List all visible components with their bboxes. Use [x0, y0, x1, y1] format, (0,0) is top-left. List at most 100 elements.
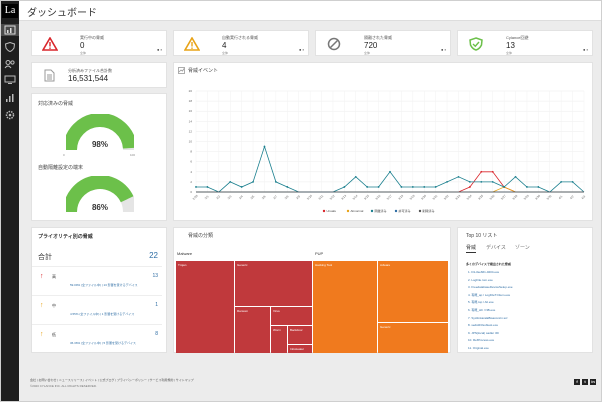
zones-nav-icon[interactable]: [4, 59, 16, 69]
footer-links[interactable]: 会社 | お問い合わせ | ニュースリリース | イベント | 公式ブログ | …: [30, 378, 194, 382]
copyright: ©2020 CYLANCE INC. ALL RIGHTS RESERVED.: [30, 384, 97, 388]
x-tick-label: 3/21: [431, 194, 438, 201]
auto-quarantine-gauge: [66, 176, 134, 213]
top10-item[interactable]: 5. 有概.top / Ali.exe: [468, 300, 494, 305]
treemap[interactable]: Trojan Generic Ransom Virus Worm Backdoo…: [174, 258, 452, 354]
x-tick-label: 3/10: [306, 194, 313, 201]
x-tick-label: 3/17: [386, 194, 393, 201]
x-tick-label: 3/28: [511, 194, 518, 201]
priority-count[interactable]: 13: [152, 273, 158, 279]
treemap-label: Trojan: [178, 263, 187, 267]
stat-value: 0: [80, 41, 85, 50]
settings-nav-icon[interactable]: [4, 110, 16, 120]
treemap-label: Generic: [237, 263, 248, 267]
top10-item[interactable]: 6. 有概_sth / NB.exe: [468, 307, 496, 312]
auto-quarantine-gauge-value: 86%: [91, 203, 108, 212]
pager-dots[interactable]: ● ▪: [441, 47, 446, 52]
data-point: [423, 186, 426, 188]
x-tick-label: 3/18: [397, 194, 404, 201]
pager-dots[interactable]: ● ▪: [583, 47, 588, 52]
x-tick-label: 3/14: [352, 194, 359, 201]
top10-item[interactable]: 10. RefProcess.exe: [468, 338, 495, 343]
stat-sub: 全体: [506, 51, 513, 55]
reports-nav-icon[interactable]: [4, 93, 16, 103]
data-point: [389, 170, 391, 173]
facebook-icon[interactable]: f: [574, 379, 580, 385]
x-tick-label: 4/1: [558, 194, 564, 200]
data-point: [274, 181, 277, 183]
threat-events-chart[interactable]: 0 2 4 6 8 10 12 14 16 18 20 2/28 3/1 3/2 3/3 3/4 3/5 3/6 3…: [174, 63, 594, 222]
treemap-label: Worm: [273, 328, 281, 332]
treemap-backdoor: [288, 326, 312, 344]
stat-card-quarantined-threats[interactable]: 隔離された脅威 720 全体 ● ▪: [315, 30, 451, 56]
treemap-label: Hacking Tool: [315, 263, 332, 267]
treemap-virus: [271, 307, 312, 325]
stat-label: 隔離された脅威: [364, 35, 392, 40]
top10-item[interactable]: 11. Original.exe: [468, 345, 489, 350]
data-point: [560, 181, 563, 183]
x-tick-label: 3/29: [523, 194, 530, 201]
document-icon: [44, 69, 55, 82]
twitter-icon[interactable]: t: [582, 379, 588, 385]
data-point: [354, 175, 357, 178]
tab-zones[interactable]: ゾーン: [515, 245, 530, 251]
x-tick-label: 3/27: [500, 194, 507, 201]
stat-sub: 全体: [364, 51, 371, 55]
stat-card-active-threats[interactable]: 実行中の脅威 0 全体 ● ▪: [31, 30, 167, 56]
top10-item[interactable]: 2. LogFile.rom.exe: [468, 277, 493, 282]
priority-total-label: 合計: [38, 254, 52, 261]
stat-card-auto-run-threats[interactable]: 自動実行される脅威 4 全体 ● ▪: [173, 30, 309, 56]
priority-count[interactable]: 1: [155, 302, 158, 308]
top10-item[interactable]: 9. JPN(local) sadler 3D: [468, 330, 499, 335]
tab-devices[interactable]: デバイス: [486, 245, 506, 251]
legend-marker: [370, 209, 374, 213]
top10-heading: 多くのデバイスで検出された脅威: [466, 262, 511, 266]
priority-detail[interactable]: 59.09% (全ファイル中) | 13 影響を受けるデバイス: [70, 283, 138, 287]
x-tick-label: 3/12: [329, 194, 336, 201]
top-bar: ダッシュボード: [19, 1, 601, 21]
legend-label: 隔離済み: [375, 208, 387, 213]
top10-item[interactable]: 3. FreedatabaseDeviceSetup.exe: [468, 285, 513, 290]
sidebar: La: [1, 1, 19, 401]
data-point: [366, 186, 369, 188]
data-point: [263, 145, 266, 148]
data-point: [491, 170, 494, 173]
protection-nav-icon[interactable]: [4, 42, 16, 52]
stat-sub: 全体: [222, 51, 229, 55]
linkedin-icon[interactable]: in: [590, 379, 596, 385]
priority-total-value[interactable]: 22: [149, 251, 158, 260]
legend-marker: [418, 209, 422, 213]
data-point: [491, 181, 494, 183]
devices-nav-icon[interactable]: [4, 75, 16, 85]
stat-card-cylance-avoided[interactable]: Cylance回避 13 全体 ● ▪: [457, 30, 593, 56]
tab-threats[interactable]: 脅威: [466, 245, 477, 253]
app-logo[interactable]: La: [2, 4, 18, 18]
priority-row-low[interactable]: ↑ 低 8 36.36% (全ファイル中) | 5 影響を受けるデバイス: [32, 324, 162, 353]
priority-row-high[interactable]: ↑ 高 13 59.09% (全ファイル中) | 13 影響を受けるデバイス: [32, 266, 162, 295]
x-tick-label: 3/20: [420, 194, 427, 201]
pager-dots[interactable]: ● ▪: [157, 47, 162, 52]
top10-item[interactable]: 7. SycilmkaralaBisaconicn.scr: [468, 315, 508, 320]
data-point: [206, 186, 209, 188]
top10-item[interactable]: 4. 有概_ap / LogFileTzrilem.exe: [468, 292, 511, 297]
priority-row-medium[interactable]: ↑ 中 1 4.55% (全ファイル中) | 1 影響を受けるデバイス: [32, 295, 162, 324]
auto-quarantine-gauge-label: 自動隔離設定の端末: [38, 165, 84, 171]
priority-detail[interactable]: 36.36% (全ファイル中) | 5 影響を受けるデバイス: [70, 341, 136, 345]
dashboard-nav-icon[interactable]: [1, 24, 19, 36]
data-point: [537, 186, 540, 188]
files-analyzed-card: 分析済みファイル合計数 16,531,544: [31, 62, 167, 88]
treemap-label: Backdoor: [290, 328, 303, 332]
top10-item[interactable]: 8. sedsfd3/subtest.exe: [468, 323, 499, 328]
auto-quarantine-gauge-fill: [66, 176, 134, 213]
x-tick-label: 3/15: [363, 194, 370, 201]
protected-gauge-value: 98%: [91, 140, 108, 149]
priority-count[interactable]: 8: [155, 331, 158, 337]
pager-dots[interactable]: ● ▪: [299, 47, 304, 52]
x-tick-label: 3/26: [489, 194, 496, 201]
priority-detail[interactable]: 4.55% (全ファイル中) | 1 影響を受けるデバイス: [70, 312, 135, 316]
y-tick-label: 14: [189, 119, 193, 123]
data-point: [434, 186, 437, 188]
priority-level: 低: [52, 332, 56, 337]
top10-item[interactable]: 1. D1-tlse661-0204.exe: [468, 270, 500, 274]
x-tick-label: 3/7: [272, 194, 278, 200]
